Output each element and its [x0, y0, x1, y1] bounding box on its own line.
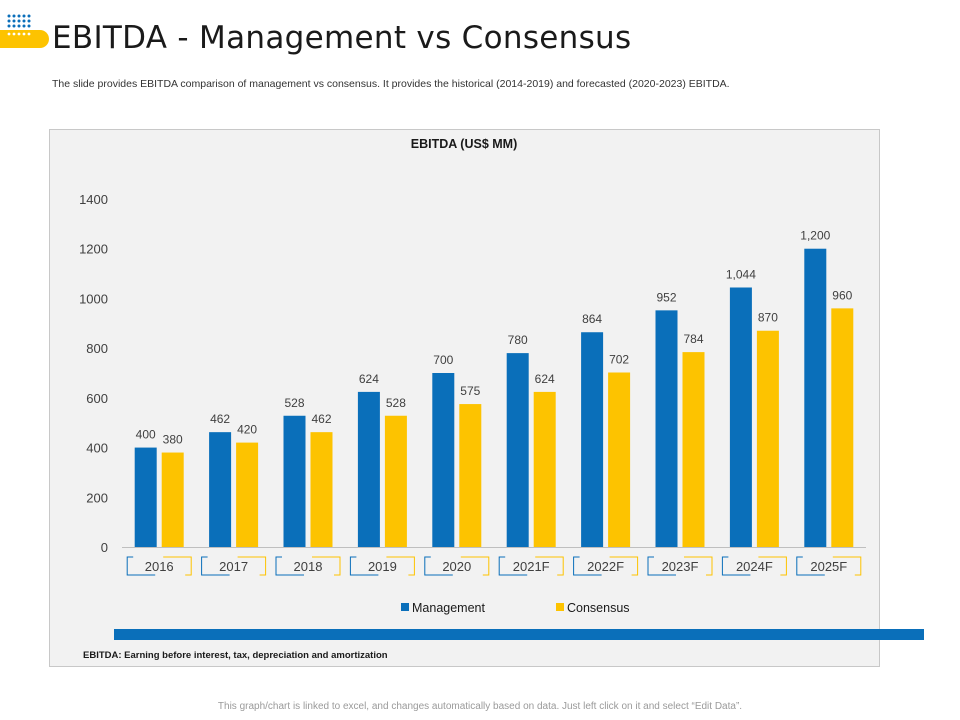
x-axis: 2016 2017 2018 2019 2020 2021F 2022F 2023F 2024F…: [126, 556, 862, 576]
y-tick-label: 1000: [79, 291, 108, 306]
x-tick-label: 2017: [219, 559, 248, 574]
data-label-management: 528: [284, 396, 304, 410]
page-title: EBITDA - Management vs Consensus: [52, 20, 632, 56]
data-label-consensus: 624: [535, 372, 555, 386]
data-label-management: 400: [136, 428, 156, 442]
data-label-consensus: 960: [832, 288, 852, 302]
chart-title: EBITDA (US$ MM): [411, 137, 517, 151]
ebitda-bar-chart[interactable]: EBITDA (US$ MM) 0 200 400 600 800 1000 1200 140…: [50, 130, 881, 668]
y-tick-label: 1200: [79, 242, 108, 257]
data-label-consensus: 528: [386, 396, 406, 410]
chart-panel[interactable]: EBITDA (US$ MM) 0 200 400 600 800 1000 1200 140…: [49, 129, 880, 667]
bar-management-2023f: [655, 310, 678, 547]
x-tick-bracket-right: [312, 556, 341, 576]
data-label-management: 864: [582, 312, 602, 326]
bar-management-2016: [134, 447, 157, 547]
slide-description: The slide provides EBITDA comparison of …: [52, 78, 730, 90]
data-label-consensus: 784: [683, 332, 703, 346]
accent-stripe: [114, 629, 924, 640]
x-tick-label: 2021F: [513, 559, 550, 574]
legend-swatch-management: [401, 603, 409, 611]
bar-consensus-2020: [459, 404, 482, 547]
data-label-consensus: 462: [311, 412, 331, 426]
bar-consensus-2019: [384, 415, 407, 547]
y-tick-label: 600: [86, 391, 108, 406]
x-tick-bracket-left: [721, 556, 751, 576]
y-tick-label: 800: [86, 341, 108, 356]
x-tick-bracket-left: [201, 556, 230, 576]
x-tick-bracket-right: [460, 556, 490, 576]
data-label-consensus: 870: [758, 311, 778, 325]
data-label-management: 1,200: [800, 229, 830, 243]
bar-management-2022f: [581, 332, 604, 547]
x-tick-bracket-left: [498, 556, 528, 576]
x-tick-label: 2019: [368, 559, 397, 574]
x-tick-bracket-right: [535, 556, 564, 576]
x-tick-bracket-right: [386, 556, 415, 576]
bar-management-2017: [209, 432, 232, 547]
edit-data-note: This graph/chart is linked to excel, and…: [217, 701, 743, 712]
x-tick-label: 2018: [294, 559, 323, 574]
bar-consensus-2018: [310, 432, 333, 547]
x-tick-bracket-left: [126, 556, 156, 576]
y-tick-label: 200: [86, 490, 108, 505]
chart-footnote: EBITDA: Earning before interest, tax, de…: [83, 650, 388, 661]
x-tick-bracket-right: [684, 556, 713, 576]
y-tick-label: 0: [101, 540, 108, 555]
data-label-consensus: 420: [237, 423, 257, 437]
bar-management-2020: [432, 373, 455, 547]
x-tick-label: 2023F: [662, 559, 699, 574]
bar-management-2021f: [506, 353, 529, 547]
bar-consensus-2025f: [831, 308, 854, 547]
data-label-consensus: 702: [609, 353, 629, 367]
bar-consensus-2017: [236, 442, 259, 547]
bar-consensus-2021f: [533, 391, 556, 547]
x-tick-bracket-left: [275, 556, 304, 576]
x-tick-bracket-left: [424, 556, 453, 576]
x-tick-bracket-right: [237, 556, 267, 576]
x-tick-bracket-right: [609, 556, 639, 576]
bar-consensus-2016: [161, 452, 184, 547]
bar-consensus-2023f: [682, 352, 705, 547]
y-tick-label: 1400: [79, 192, 108, 207]
bar-series: 400 380 462 420 528 462 624 528 700 575 780 624 864 7…: [134, 229, 854, 547]
x-tick-bracket-left: [647, 556, 676, 576]
y-tick-label: 400: [86, 441, 108, 456]
x-tick-bracket-left: [573, 556, 602, 576]
x-tick-label: 2024F: [736, 559, 773, 574]
data-label-consensus: 380: [163, 433, 183, 447]
data-label-management: 952: [656, 290, 676, 304]
x-tick-bracket-right: [758, 556, 787, 576]
data-label-management: 700: [433, 353, 453, 367]
bar-consensus-2024f: [756, 330, 779, 547]
legend-label-management: Management: [412, 601, 485, 615]
x-tick-bracket-left: [349, 556, 379, 576]
data-label-management: 462: [210, 412, 230, 426]
x-tick-label: 2020: [442, 559, 471, 574]
data-label-management: 1,044: [726, 267, 756, 281]
data-label-consensus: 575: [460, 384, 480, 398]
data-label-management: 624: [359, 372, 379, 386]
legend-swatch-consensus: [556, 603, 564, 611]
bar-consensus-2022f: [608, 372, 631, 547]
brand-logo-icon: [0, 12, 50, 52]
bar-management-2025f: [804, 248, 827, 547]
x-tick-bracket-right: [163, 556, 192, 576]
legend-label-consensus: Consensus: [567, 601, 630, 615]
x-tick-label: 2025F: [810, 559, 847, 574]
x-tick-label: 2022F: [587, 559, 624, 574]
x-tick-bracket-right: [832, 556, 862, 576]
bar-management-2019: [357, 391, 380, 547]
bar-management-2024f: [729, 287, 752, 547]
y-axis: 0 200 400 600 800 1000 1200 1400: [79, 192, 108, 555]
chart-legend: Management Consensus: [401, 601, 630, 615]
x-tick-bracket-left: [796, 556, 825, 576]
data-label-management: 780: [508, 333, 528, 347]
x-tick-label: 2016: [145, 559, 174, 574]
bar-management-2018: [283, 415, 306, 547]
